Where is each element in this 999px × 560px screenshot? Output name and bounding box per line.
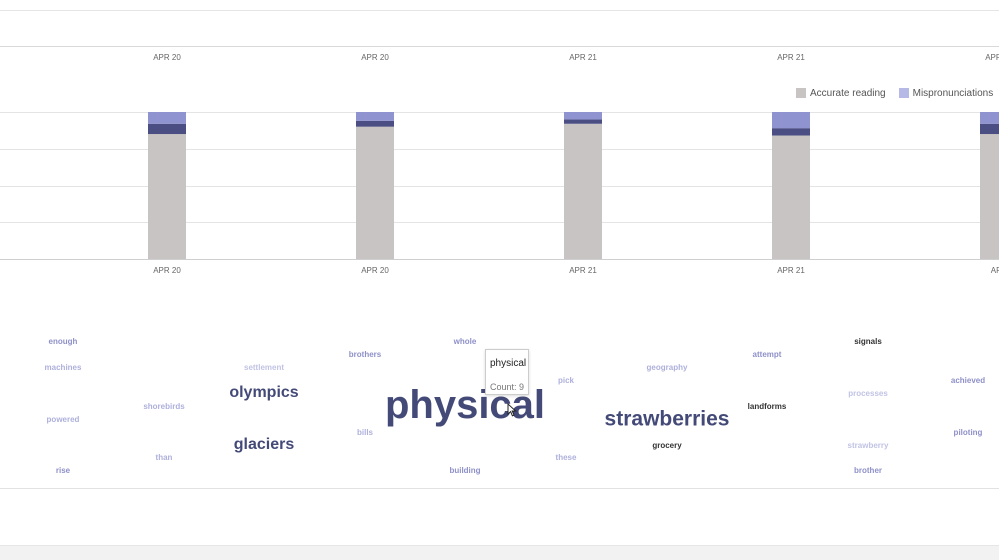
word-tooltip: physical Count: 9 — [485, 349, 529, 395]
word-cloud-bottom-line — [0, 488, 999, 489]
x-tick-label: APR — [991, 266, 999, 275]
bar-segment-accurate-reading[interactable] — [772, 135, 810, 259]
legend-swatch — [898, 88, 909, 98]
word-cloud-word[interactable]: shorebirds — [143, 402, 185, 411]
word-cloud-word[interactable]: piloting — [953, 428, 983, 437]
bar-segment-mispronunciations[interactable] — [980, 123, 999, 135]
bar-segment-accurate-reading[interactable] — [356, 126, 394, 259]
bar-segment-accurate-reading[interactable] — [980, 134, 999, 259]
word-cloud-word[interactable]: achieved — [950, 376, 986, 385]
word-cloud-word[interactable]: settlement — [243, 363, 285, 372]
word-cloud-word[interactable]: pick — [557, 376, 575, 385]
word-cloud-word[interactable]: brother — [854, 466, 882, 475]
word-cloud-word[interactable]: machines — [44, 363, 82, 372]
top-divider — [0, 10, 999, 11]
top-axis-line — [0, 46, 999, 47]
word-cloud-word[interactable]: whole — [453, 337, 477, 346]
chart-legend: Accurate reading Mispronunciations — [796, 86, 999, 100]
tooltip-count: Count: 9 — [490, 382, 525, 392]
word-cloud-word[interactable]: grocery — [652, 441, 682, 450]
top-axis-tick: APR 21 — [569, 53, 597, 62]
x-tick-label: APR 21 — [569, 266, 597, 275]
footer-bar — [0, 545, 999, 560]
word-cloud-word[interactable]: powered — [46, 415, 80, 424]
word-cloud-word[interactable]: landforms — [747, 402, 787, 411]
bar-segment-mispronunciations[interactable] — [148, 123, 186, 135]
bar-segment-mispronunciations[interactable] — [564, 119, 602, 124]
legend-swatch — [796, 88, 806, 98]
word-cloud-word[interactable]: geography — [646, 363, 688, 372]
bar-segment-mispronunciations[interactable] — [772, 128, 810, 136]
bar-segment-accurate-reading[interactable] — [148, 134, 186, 259]
bar-segment-mispronunciations[interactable] — [356, 120, 394, 127]
bar-segment-third-series[interactable] — [356, 112, 394, 121]
legend-item-accurate-reading[interactable]: Accurate reading — [796, 88, 886, 99]
x-tick-label: APR 20 — [153, 266, 181, 275]
bar-segment-third-series[interactable] — [148, 112, 186, 124]
top-axis-tick: APR 21 — [985, 53, 999, 62]
legend-label: Accurate reading — [810, 87, 886, 99]
mouse-pointer-icon — [507, 403, 517, 417]
bar-segment-third-series[interactable] — [772, 112, 810, 129]
legend-label: Mispronunciations — [912, 87, 994, 99]
word-cloud-word[interactable]: these — [555, 453, 577, 462]
bar-segment-accurate-reading[interactable] — [564, 123, 602, 259]
word-cloud-word[interactable]: strawberry — [847, 441, 889, 450]
top-axis-tick: APR 20 — [153, 53, 181, 62]
word-cloud-word[interactable]: strawberries — [604, 407, 730, 431]
word-cloud-word[interactable]: enough — [48, 337, 78, 346]
word-cloud-word[interactable]: signals — [854, 337, 882, 346]
top-axis-tick: APR 21 — [777, 53, 805, 62]
x-tick-label: APR 20 — [361, 266, 389, 275]
bar-segment-third-series[interactable] — [564, 112, 602, 120]
legend-item-mispronunciations[interactable]: Mispronunciations — [898, 87, 994, 99]
word-cloud-word[interactable]: attempt — [752, 350, 782, 359]
word-cloud-word[interactable]: processes — [848, 389, 888, 398]
top-axis-tick: APR 20 — [361, 53, 389, 62]
tooltip-title: physical — [490, 358, 527, 369]
word-cloud-word[interactable]: than — [155, 453, 173, 462]
word-cloud-word[interactable]: building — [449, 466, 481, 475]
x-tick-label: APR 21 — [777, 266, 805, 275]
word-cloud-word[interactable]: bills — [356, 428, 374, 437]
bar-segment-third-series[interactable] — [980, 112, 999, 124]
stacked-bar-chart: APR 20 APR 20 APR 21 APR 21 APR — [0, 112, 999, 275]
word-cloud-word[interactable]: olympics — [229, 384, 299, 401]
word-cloud-word[interactable]: rise — [55, 466, 71, 475]
word-cloud-word[interactable]: brothers — [348, 350, 382, 359]
word-cloud-word[interactable]: glaciers — [233, 436, 295, 453]
